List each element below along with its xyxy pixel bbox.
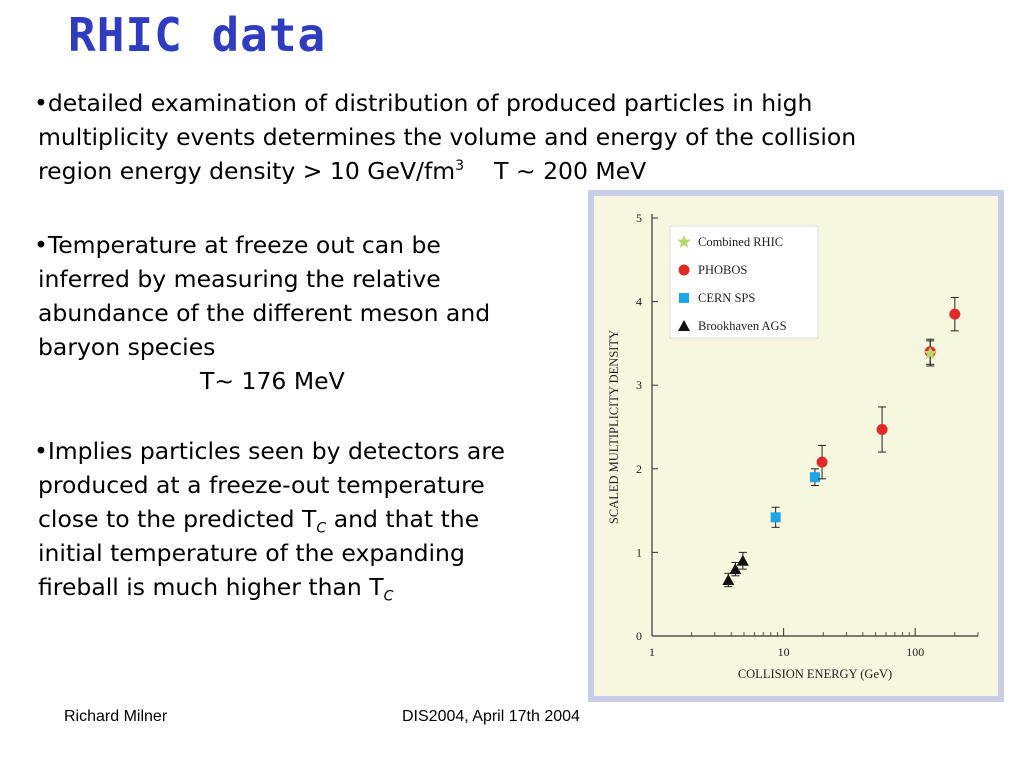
bullet3-line3-rest: and that the bbox=[326, 505, 480, 533]
bullet1-superscript: 3 bbox=[455, 158, 465, 175]
y-tick-label: 2 bbox=[636, 462, 642, 476]
y-tick-label: 0 bbox=[636, 629, 642, 643]
data-point-brookhaven-ags bbox=[722, 573, 735, 585]
data-point-cern-sps bbox=[770, 512, 781, 523]
data-point-phobos bbox=[816, 456, 828, 468]
legend-label: Brookhaven AGS bbox=[698, 319, 787, 333]
legend-marker bbox=[678, 320, 690, 331]
bullet1-line3: region energy density > 10 GeV/fm3 T ~ 20… bbox=[34, 154, 994, 188]
bullet3-subscript-c: C bbox=[316, 520, 327, 537]
legend-marker bbox=[678, 264, 690, 276]
y-tick-label: 3 bbox=[636, 378, 642, 392]
bullet3-line3: close to the predicted TC and that the bbox=[34, 502, 584, 536]
x-tick-label: 1 bbox=[649, 645, 655, 659]
bullet2-line3: abundance of the different meson and bbox=[38, 299, 491, 327]
data-point-brookhaven-ags bbox=[736, 554, 749, 566]
data-point-brookhaven-ags bbox=[729, 563, 742, 575]
data-point-cern-sps bbox=[809, 472, 820, 483]
legend-label: CERN SPS bbox=[698, 291, 755, 305]
bullet3-line5-text: fireball is much higher than T bbox=[38, 573, 384, 601]
bullet1-line3-text: region energy density > 10 GeV/fm bbox=[38, 157, 456, 185]
bullet3-line1: •Implies particles seen by detectors are bbox=[34, 437, 505, 465]
slide-title: RHIC data bbox=[68, 8, 327, 62]
bullet2-line4: baryon species bbox=[38, 333, 216, 361]
y-tick-label: 1 bbox=[636, 545, 642, 559]
bullet-implications: •Implies particles seen by detectors are… bbox=[34, 434, 584, 604]
x-tick-label: 100 bbox=[906, 645, 924, 659]
legend-box bbox=[669, 225, 819, 339]
legend-label: Combined RHIC bbox=[698, 235, 783, 249]
x-axis-label: COLLISION ENERGY (GeV) bbox=[738, 667, 892, 681]
legend-label: PHOBOS bbox=[698, 263, 747, 277]
bullet2-line2: inferred by measuring the relative bbox=[38, 265, 441, 293]
multiplicity-chart: 0 1 2 3 4 5 1 10 100 COLLISION ENERGY (GeV) SCALED… bbox=[588, 190, 1004, 702]
bullet3-line3-text: close to the predicted T bbox=[38, 505, 317, 533]
bullet3-subscript-c2: C bbox=[383, 588, 394, 605]
footer-author: Richard Milner bbox=[64, 708, 168, 725]
bullet1-line1: •detailed examination of distribution of… bbox=[34, 89, 813, 117]
bullet1-line2: multiplicity events determines the volum… bbox=[38, 123, 857, 151]
bullet2-line1: •Temperature at freeze out can be bbox=[34, 231, 441, 259]
y-tick-label: 5 bbox=[636, 211, 642, 225]
y-axis-label: SCALED MULTIPLICITY DENSITY bbox=[607, 330, 621, 524]
bullet3-line2: produced at a freeze-out temperature bbox=[38, 471, 485, 499]
data-point-combined-rhic bbox=[923, 346, 937, 360]
bullet2-temperature: T~ 176 MeV bbox=[200, 367, 345, 395]
bullet3-line4: initial temperature of the expanding bbox=[38, 539, 465, 567]
footer-event: DIS2004, April 17th 2004 bbox=[402, 708, 580, 725]
bullet1-temperature: T ~ 200 MeV bbox=[494, 157, 647, 185]
x-tick-label: 10 bbox=[778, 645, 790, 659]
bullet3-line5: fireball is much higher than TC bbox=[34, 570, 584, 604]
legend-marker bbox=[679, 293, 689, 303]
bullet-freeze-out: •Temperature at freeze out can be inferr… bbox=[34, 228, 574, 398]
bullet-energy-density: •detailed examination of distribution of… bbox=[34, 86, 994, 188]
y-tick-label: 4 bbox=[636, 295, 642, 309]
data-point-phobos bbox=[949, 308, 961, 320]
data-point-phobos bbox=[876, 424, 888, 436]
legend-marker bbox=[677, 235, 691, 248]
